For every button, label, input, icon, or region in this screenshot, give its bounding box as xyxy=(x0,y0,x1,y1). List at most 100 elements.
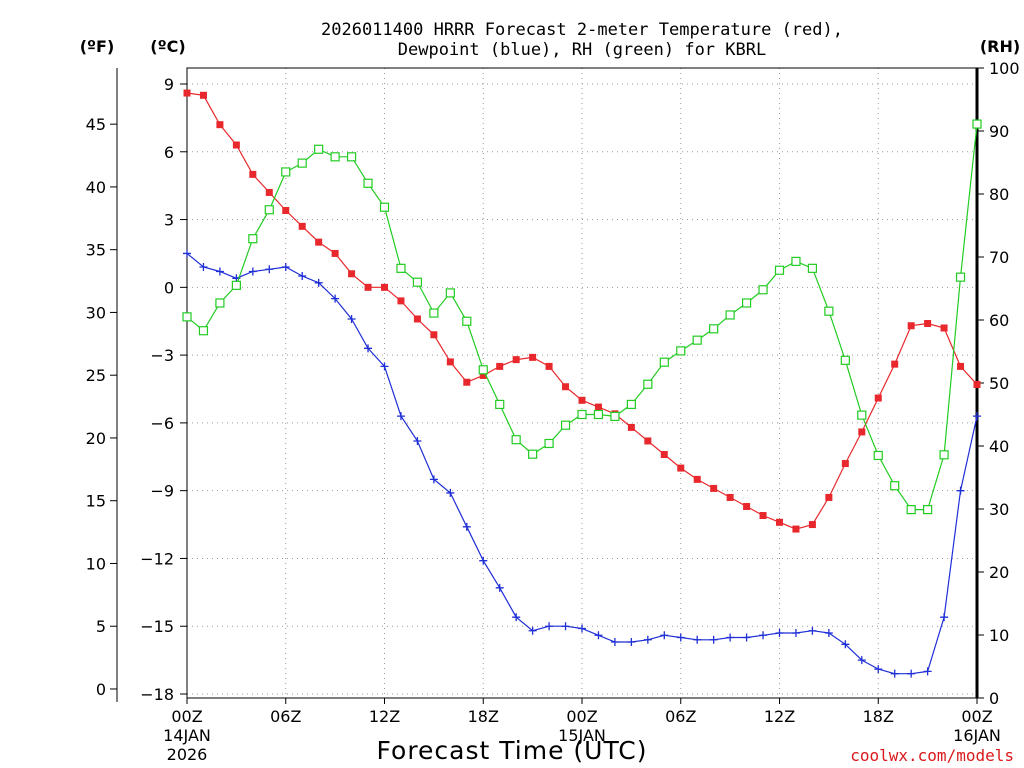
rh-point xyxy=(577,409,587,420)
dewpoint-point xyxy=(874,665,883,674)
dewpoint-point xyxy=(578,624,586,633)
credit-watermark: coolwx.com/models xyxy=(850,746,1014,765)
rh-point xyxy=(379,202,390,212)
temperature-point xyxy=(973,380,981,388)
dewpoint-point xyxy=(660,631,669,640)
temperature-point xyxy=(446,358,454,366)
x-tick-date-label: 16JAN xyxy=(953,726,1001,745)
temperature-point xyxy=(874,394,882,402)
x-tick-date-label: 15JAN xyxy=(558,726,606,745)
temperature-point xyxy=(644,437,652,445)
temperature-point xyxy=(907,322,915,330)
rh-tick-label: 70 xyxy=(989,248,1009,267)
fahrenheit-tick-label: 35 xyxy=(86,241,106,260)
temperature-point xyxy=(759,512,767,520)
temperature-point xyxy=(315,238,323,246)
celsius-tick-label: 3 xyxy=(164,211,174,230)
dewpoint-point xyxy=(561,622,570,631)
dewpoint-point xyxy=(923,667,932,676)
temperature-point xyxy=(183,89,191,97)
celsius-tick-label: 6 xyxy=(164,143,174,162)
fahrenheit-tick-label: 20 xyxy=(86,429,106,448)
dewpoint-point xyxy=(413,436,422,445)
dewpoint-point xyxy=(824,629,833,637)
temperature-point xyxy=(940,324,948,332)
celsius-tick-label: −15 xyxy=(140,617,174,636)
rh-point xyxy=(709,324,719,334)
dewpoint-point xyxy=(314,278,323,287)
dewpoint-point xyxy=(265,265,274,274)
temperature-point xyxy=(891,360,899,368)
dewpoint-point xyxy=(446,488,455,497)
temperature-point xyxy=(627,423,635,431)
rh-point xyxy=(676,346,686,356)
temperature-point xyxy=(808,521,816,529)
dewpoint-point xyxy=(380,362,389,371)
temperature-point xyxy=(463,378,471,386)
dewpoint-point xyxy=(759,631,768,640)
rh-point xyxy=(495,399,505,410)
rh-point xyxy=(363,178,373,188)
fahrenheit-unit-label: (ºF) xyxy=(80,37,115,56)
temperature-point xyxy=(660,451,668,459)
temperature-point xyxy=(331,249,339,257)
rh-tick-label: 30 xyxy=(989,500,1009,519)
rh-point xyxy=(182,312,192,322)
celsius-tick-label: −12 xyxy=(140,549,174,568)
dewpoint-point xyxy=(643,635,652,644)
rh-point xyxy=(412,277,423,287)
dewpoint-point xyxy=(610,638,619,647)
rh-point xyxy=(610,411,620,421)
temperature-point xyxy=(496,362,504,370)
rh-point xyxy=(281,167,291,177)
rh-series-line xyxy=(186,124,978,511)
rh-point xyxy=(791,256,801,267)
temperature-point xyxy=(430,331,438,339)
dewpoint-point xyxy=(973,412,981,421)
x-axis-title: Forecast Time (UTC) xyxy=(377,736,648,765)
dewpoint-point xyxy=(940,613,949,622)
temperature-point xyxy=(413,315,421,323)
dewpoint-point xyxy=(709,635,718,644)
celsius-tick-label: −6 xyxy=(150,414,174,433)
x-tick-label: 00Z xyxy=(961,707,992,726)
rh-point xyxy=(429,308,439,318)
dewpoint-point xyxy=(215,267,224,276)
temperature-point xyxy=(397,297,405,305)
rh-point xyxy=(528,449,538,459)
rh-point xyxy=(346,152,357,162)
rh-unit-label: (RH) xyxy=(980,37,1020,56)
rh-point xyxy=(330,152,340,162)
dewpoint-point xyxy=(248,267,257,276)
rh-point xyxy=(231,280,241,290)
dewpoint-point xyxy=(627,638,636,647)
rh-point xyxy=(445,288,455,298)
dewpoint-point xyxy=(528,626,537,635)
temperature-point xyxy=(529,353,537,361)
dewpoint-point xyxy=(594,631,603,640)
rh-tick-label: 80 xyxy=(989,185,1009,204)
rh-point xyxy=(840,355,850,365)
x-tick-label: 00Z xyxy=(171,707,202,726)
rh-point xyxy=(215,298,225,308)
dewpoint-point xyxy=(512,613,521,622)
rh-point xyxy=(923,505,933,515)
temperature-point xyxy=(249,170,257,178)
rh-point xyxy=(511,435,521,445)
x-tick-label: 06Z xyxy=(270,707,301,726)
temperature-point xyxy=(578,396,586,404)
rh-point xyxy=(264,205,274,215)
rh-point xyxy=(643,379,653,389)
dewpoint-point xyxy=(808,626,817,635)
dewpoint-point xyxy=(545,622,554,631)
temperature-point xyxy=(232,141,240,149)
rh-point xyxy=(939,450,949,460)
rh-point xyxy=(248,234,258,244)
x-tick-label: 06Z xyxy=(665,707,696,726)
dewpoint-point xyxy=(429,475,438,484)
rh-point xyxy=(857,410,867,420)
dewpoint-point xyxy=(857,656,866,665)
rh-point xyxy=(955,272,966,282)
dewpoint-point xyxy=(693,635,702,644)
x-tick-label: 12Z xyxy=(764,707,795,726)
